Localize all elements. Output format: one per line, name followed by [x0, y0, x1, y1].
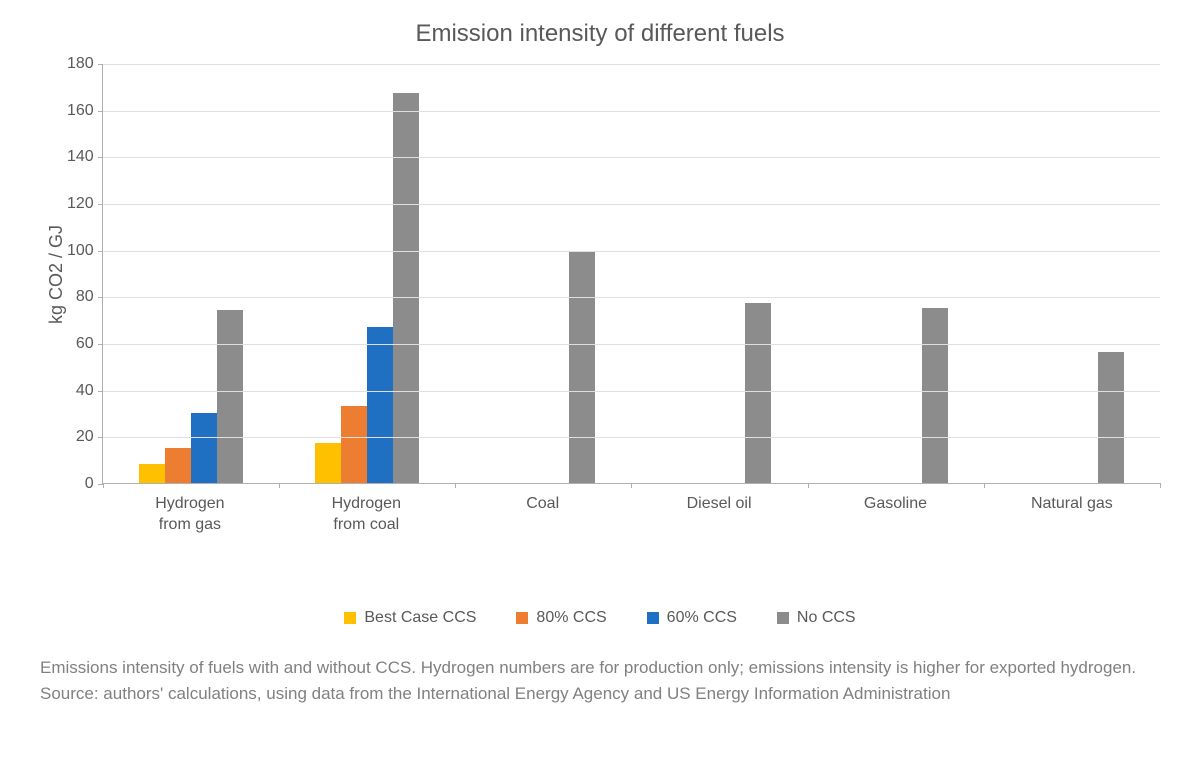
y-tick-mark [98, 204, 103, 205]
bar [393, 93, 419, 483]
category-group [808, 64, 984, 483]
category-group [455, 64, 631, 483]
plot-frame: kg CO2 / GJ 180160140120100806040200 [40, 64, 1160, 484]
y-tick-mark [98, 391, 103, 392]
chart-container: Emission intensity of different fuels kg… [0, 0, 1200, 637]
x-tick-mark [455, 483, 456, 488]
bar [341, 406, 367, 483]
bars-row [103, 64, 1160, 483]
gridline [103, 437, 1160, 438]
legend-label: No CCS [797, 609, 856, 627]
gridline [103, 64, 1160, 65]
category-group [631, 64, 807, 483]
gridline [103, 157, 1160, 158]
bar [165, 448, 191, 483]
legend-label: 80% CCS [536, 609, 606, 627]
gridline [103, 251, 1160, 252]
y-tick-mark [98, 344, 103, 345]
bar [1098, 352, 1124, 483]
bar [139, 464, 165, 483]
x-axis: kg CO2 / GJ 180 Hydrogenfrom gasHydrogen… [40, 484, 1160, 583]
x-tick-label: Coal [454, 484, 630, 583]
x-tick-label: Gasoline [807, 484, 983, 583]
legend-swatch [647, 612, 659, 624]
legend-swatch [777, 612, 789, 624]
category-group [279, 64, 455, 483]
legend-item: 80% CCS [516, 609, 606, 627]
y-tick-mark [98, 64, 103, 65]
x-tick-mark [808, 483, 809, 488]
chart-title: Emission intensity of different fuels [40, 20, 1160, 48]
bar [217, 310, 243, 483]
y-tick-mark [98, 157, 103, 158]
gridline [103, 297, 1160, 298]
bar [745, 303, 771, 483]
gridline [103, 391, 1160, 392]
gridline [103, 204, 1160, 205]
x-tick-mark [631, 483, 632, 488]
x-tick-mark [1160, 483, 1161, 488]
x-tick-label: Diesel oil [631, 484, 807, 583]
category-group [984, 64, 1160, 483]
legend-item: 60% CCS [647, 609, 737, 627]
legend-swatch [516, 612, 528, 624]
bar [191, 413, 217, 483]
legend-swatch [344, 612, 356, 624]
y-tick-mark [98, 297, 103, 298]
x-axis-labels: Hydrogenfrom gasHydrogenfrom coalCoalDie… [102, 484, 1160, 583]
x-tick-label: Natural gas [984, 484, 1160, 583]
y-tick-mark [98, 251, 103, 252]
category-group [103, 64, 279, 483]
caption: Emissions intensity of fuels with and wi… [0, 637, 1200, 726]
legend: Best Case CCS 80% CCS 60% CCS No CCS [40, 609, 1160, 627]
legend-item: No CCS [777, 609, 856, 627]
bar [922, 308, 948, 483]
x-tick-mark [103, 483, 104, 488]
y-axis: 180160140120100806040200 [67, 64, 102, 484]
bar [569, 252, 595, 483]
gridline [103, 111, 1160, 112]
x-tick-label: Hydrogenfrom gas [102, 484, 278, 583]
y-tick-mark [98, 437, 103, 438]
legend-label: Best Case CCS [364, 609, 476, 627]
y-tick-mark [98, 111, 103, 112]
x-tick-mark [279, 483, 280, 488]
gridline [103, 344, 1160, 345]
x-tick-mark [984, 483, 985, 488]
legend-item: Best Case CCS [344, 609, 476, 627]
bar [315, 443, 341, 483]
legend-label: 60% CCS [667, 609, 737, 627]
x-tick-label: Hydrogenfrom coal [278, 484, 454, 583]
y-axis-label: kg CO2 / GJ [40, 64, 67, 484]
bar [367, 327, 393, 483]
plot-area [102, 64, 1160, 484]
